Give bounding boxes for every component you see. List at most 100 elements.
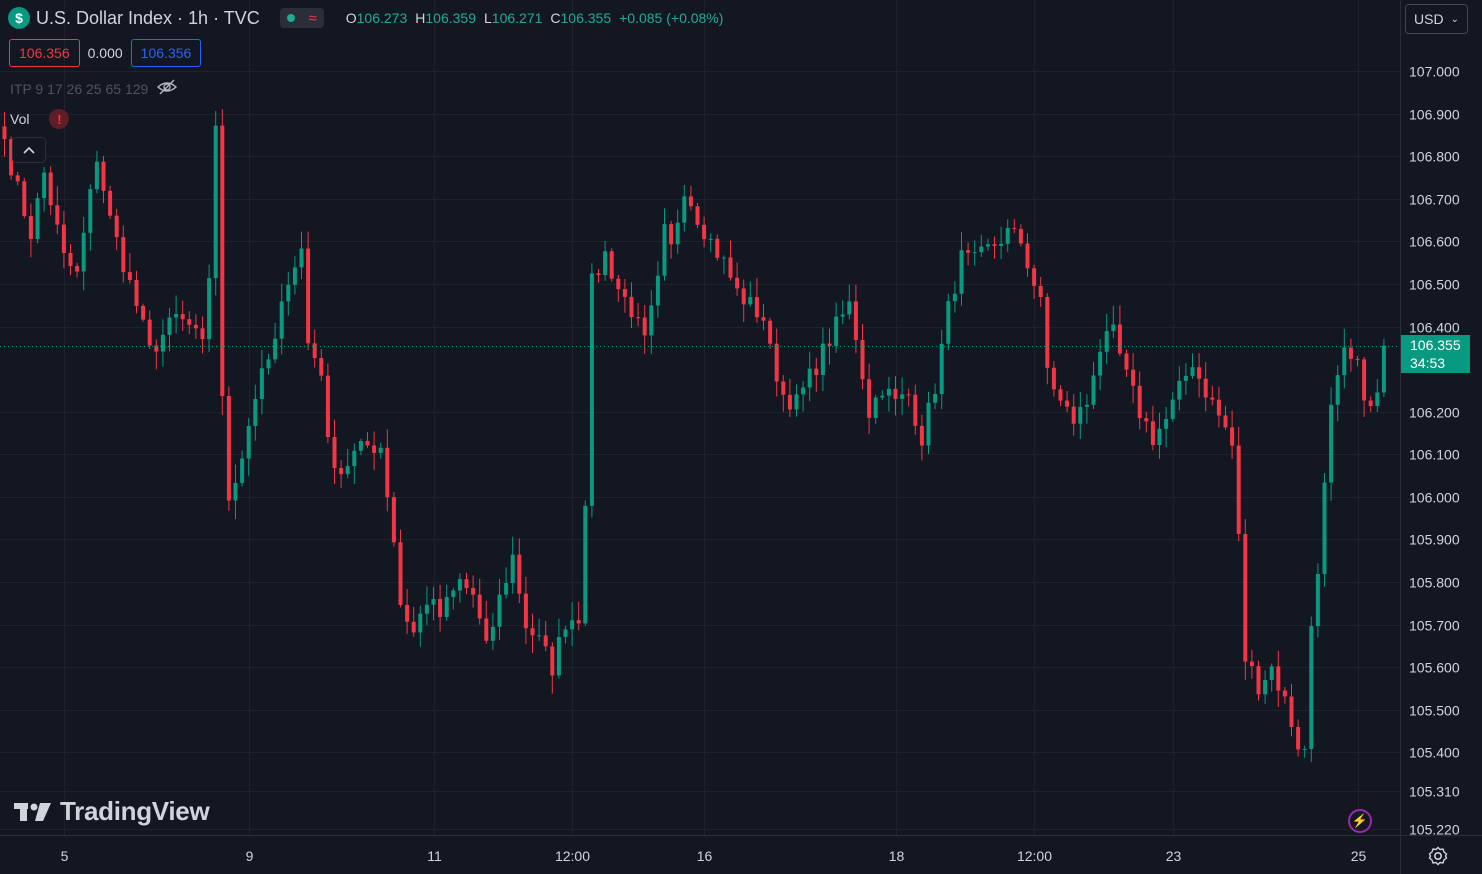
candle-body [1111, 324, 1116, 332]
candle-body [1170, 399, 1175, 419]
currency-select[interactable]: USD ⌄ [1405, 4, 1468, 34]
candle-body [22, 181, 27, 217]
candle-body [939, 343, 944, 394]
warning-icon[interactable]: ! [49, 109, 70, 129]
candle-body [213, 125, 218, 279]
high-value: 106.359 [425, 10, 476, 26]
candle-body [1236, 445, 1241, 534]
candle-body [220, 125, 225, 396]
candle-body [101, 161, 106, 191]
candle-body [385, 447, 390, 498]
candle-body [352, 450, 357, 467]
candle-body [193, 324, 198, 329]
collapse-legend-button[interactable] [12, 137, 46, 163]
candle-body [286, 284, 291, 302]
indicator-itp[interactable]: ITP 9 17 26 25 65 129 [10, 79, 178, 98]
candle-body [556, 636, 561, 676]
candle-body [2, 126, 7, 140]
candle-body [1315, 574, 1320, 627]
candle-body [75, 265, 80, 272]
quote-row: 106.356 0.000 106.356 [9, 39, 202, 67]
currency-value: USD [1414, 11, 1444, 27]
candle-body [695, 206, 700, 225]
candle-body [702, 224, 707, 240]
candle-body [933, 393, 938, 403]
candle-body [1368, 400, 1373, 407]
tradingview-logo[interactable]: TradingView [14, 796, 210, 827]
candle-body [1084, 404, 1089, 407]
candle-body [649, 305, 654, 336]
candle-body [438, 598, 443, 617]
chart-legend-header: $ U.S. Dollar Index · 1h · TVC ≈ O106.27… [8, 6, 723, 30]
candle-body [919, 425, 924, 446]
candle-body [1335, 375, 1340, 405]
candle-body [860, 339, 865, 380]
candle-body [1249, 661, 1254, 667]
candle-body [682, 196, 687, 223]
candle-body [754, 297, 759, 318]
candle-body [332, 437, 337, 468]
open-label: O [345, 10, 357, 26]
low-label: L [483, 10, 492, 26]
sell-button[interactable]: 106.356 [9, 39, 80, 67]
candle-body [1296, 726, 1301, 750]
candle-body [946, 301, 951, 344]
candle-body [1309, 626, 1314, 749]
candle-body [728, 257, 733, 278]
candle-body [840, 314, 845, 317]
eye-hidden-icon[interactable] [156, 79, 178, 98]
candle-body [622, 289, 627, 297]
buy-button[interactable]: 106.356 [130, 39, 202, 67]
candle-body [431, 598, 436, 605]
candle-body [1177, 380, 1182, 400]
candle-body [1216, 399, 1221, 416]
close-value: 106.355 [560, 10, 612, 26]
candle-body [715, 238, 720, 258]
candle-body [1157, 428, 1162, 445]
y-tick-label: 106.700 [1409, 192, 1460, 208]
price-axis[interactable]: 107.000 106.900 106.800 106.700 106.600 106.5… [1409, 64, 1460, 838]
lightning-icon[interactable]: ⚡ [1348, 809, 1372, 833]
candle-body [1051, 367, 1056, 390]
candle-body [226, 395, 231, 501]
ohlc-values: O106.273 H106.359 L106.271 C106.355 +0.0… [346, 10, 724, 26]
candle-body [1263, 679, 1268, 695]
candle-body [253, 399, 258, 426]
symbol-title[interactable]: U.S. Dollar Index · 1h · TVC [36, 7, 260, 28]
candle-body [616, 278, 621, 290]
candle-body [636, 317, 641, 319]
candle-body [1243, 533, 1248, 662]
candle-body [669, 224, 674, 245]
candle-body [583, 505, 588, 624]
time-axis[interactable]: 5 9 11 12:00 16 18 12:00 23 25 [61, 848, 1367, 864]
market-status[interactable]: ≈ [279, 8, 324, 28]
candle-body [1302, 748, 1307, 750]
candle-body [1058, 389, 1063, 401]
indicator-vol[interactable]: Vol ! [10, 109, 70, 129]
candle-body [1190, 367, 1195, 376]
candle-body [906, 394, 911, 396]
approx-icon: ≈ [308, 9, 317, 27]
candle-body [180, 313, 185, 320]
candle-body [603, 251, 608, 275]
dollar-icon[interactable]: $ [8, 7, 30, 29]
candle-body [411, 621, 416, 633]
candle-body [154, 345, 159, 352]
candle-body [497, 594, 502, 627]
candle-body [207, 278, 212, 340]
candle-body [42, 172, 47, 199]
candle-body [867, 379, 872, 418]
bar-countdown: 34:53 [1410, 355, 1446, 371]
gear-icon[interactable] [1428, 846, 1448, 866]
candle-body [662, 224, 667, 276]
x-tick-label: 16 [697, 848, 713, 864]
candle-body [504, 583, 509, 595]
candle-body [35, 198, 40, 239]
x-tick-label: 12:00 [1017, 848, 1052, 864]
candle-body [886, 388, 891, 396]
candle-body [1322, 482, 1327, 575]
y-tick-label: 106.800 [1409, 149, 1460, 165]
candle-body [114, 215, 119, 238]
candle-body [1137, 385, 1142, 419]
